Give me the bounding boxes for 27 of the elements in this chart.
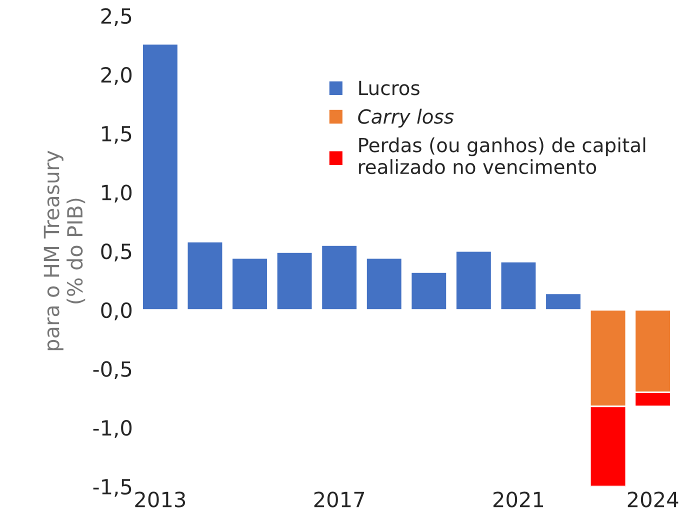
x-tick-label: 2021 <box>493 492 544 508</box>
y-tick-label: 1,0 <box>102 184 132 203</box>
bar <box>231 257 268 311</box>
bar <box>186 240 224 311</box>
bar <box>500 260 538 311</box>
x-tick-label: 2024 <box>628 492 678 508</box>
bar <box>544 292 582 311</box>
bar <box>410 272 448 311</box>
y-tick-label: 1,5 <box>102 126 132 144</box>
y-tick-label: -1,5 <box>93 479 132 497</box>
legend-label: Carry loss <box>358 108 454 128</box>
y-tick-label: 0,5 <box>101 243 132 262</box>
x-tick-label: 2013 <box>135 492 186 508</box>
legend-label: Perdas (ou ganhos) de capital realizado no vencimento <box>359 137 646 174</box>
y-tick-label: -0,5 <box>93 361 132 380</box>
bar <box>320 244 358 311</box>
x-tick-label: 2017 <box>314 492 364 508</box>
y-axis-title: para o HM Treasury (% do PIB) <box>44 150 86 350</box>
bar <box>276 252 314 311</box>
bar <box>455 250 492 311</box>
y-tick-label: 2,0 <box>101 66 132 85</box>
y-tick-label: -1,0 <box>93 420 132 438</box>
bar <box>366 257 403 311</box>
y-tick-label: 0,0 <box>101 302 132 320</box>
legend-label: Lucros <box>359 80 420 96</box>
bar <box>142 43 179 311</box>
y-tick-label: 2,5 <box>101 8 132 26</box>
